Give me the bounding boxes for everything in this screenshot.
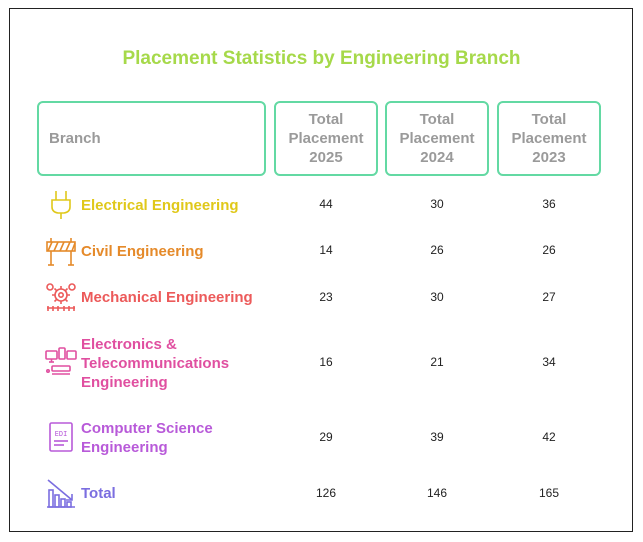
branch-label: Total xyxy=(81,485,116,502)
branch-label: Civil Engineering xyxy=(81,243,204,260)
header-2025-line1: Total xyxy=(308,111,344,128)
branch-label: Mechanical Engineering xyxy=(81,289,253,306)
svg-text:EDI: EDI xyxy=(55,430,68,438)
header-2025-line3: 2025 xyxy=(309,149,343,166)
header-2024-line2: Placement xyxy=(399,130,475,147)
value-2025: 14 xyxy=(319,243,333,257)
header-total-placement-2025: Total Placement 2025 xyxy=(274,101,378,176)
value-2024: 21 xyxy=(430,355,444,369)
value-2024: 26 xyxy=(430,243,444,257)
value-2024: 39 xyxy=(430,430,444,444)
plug-icon xyxy=(51,191,71,219)
bar-chart-icon xyxy=(47,479,75,508)
value-2023: 36 xyxy=(542,197,556,211)
value-2025: 23 xyxy=(319,290,333,304)
value-2023: 27 xyxy=(542,290,556,304)
header-2023-line1: Total xyxy=(531,111,567,128)
value-2023: 165 xyxy=(538,486,560,500)
code-document-icon: EDI xyxy=(49,422,73,452)
table-frame xyxy=(9,8,633,532)
branch-label: Electrical Engineering xyxy=(81,197,239,214)
value-2023: 42 xyxy=(542,430,556,444)
header-branch: Branch xyxy=(37,101,266,176)
value-2024: 30 xyxy=(430,290,444,304)
header-2024-line1: Total xyxy=(419,111,455,128)
header-2025-line2: Placement xyxy=(288,130,364,147)
header-2023-line2: Placement xyxy=(511,130,587,147)
branch-label: Electronics & Telecommunications Engineeri… xyxy=(81,336,230,391)
gears-icon xyxy=(46,283,76,311)
barrier-icon xyxy=(46,238,76,266)
value-2024: 146 xyxy=(426,486,448,500)
value-2025: 29 xyxy=(319,430,333,444)
header-2024-line3: 2024 xyxy=(420,149,454,166)
value-2025: 16 xyxy=(319,355,333,369)
branch-label: Computer Science Engineering xyxy=(81,420,213,456)
header-total-placement-2024: Total Placement 2024 xyxy=(385,101,489,176)
value-2025: 44 xyxy=(319,197,333,211)
devices-icon xyxy=(45,347,77,375)
value-2023: 34 xyxy=(542,355,556,369)
value-2025: 126 xyxy=(315,486,337,500)
header-2023-line3: 2023 xyxy=(532,149,566,166)
page-title: Placement Statistics by Engineering Bran… xyxy=(122,48,521,69)
value-2023: 26 xyxy=(542,243,556,257)
value-2024: 30 xyxy=(430,197,444,211)
header-total-placement-2023: Total Placement 2023 xyxy=(497,101,601,176)
header-branch-label: Branch xyxy=(49,130,101,147)
